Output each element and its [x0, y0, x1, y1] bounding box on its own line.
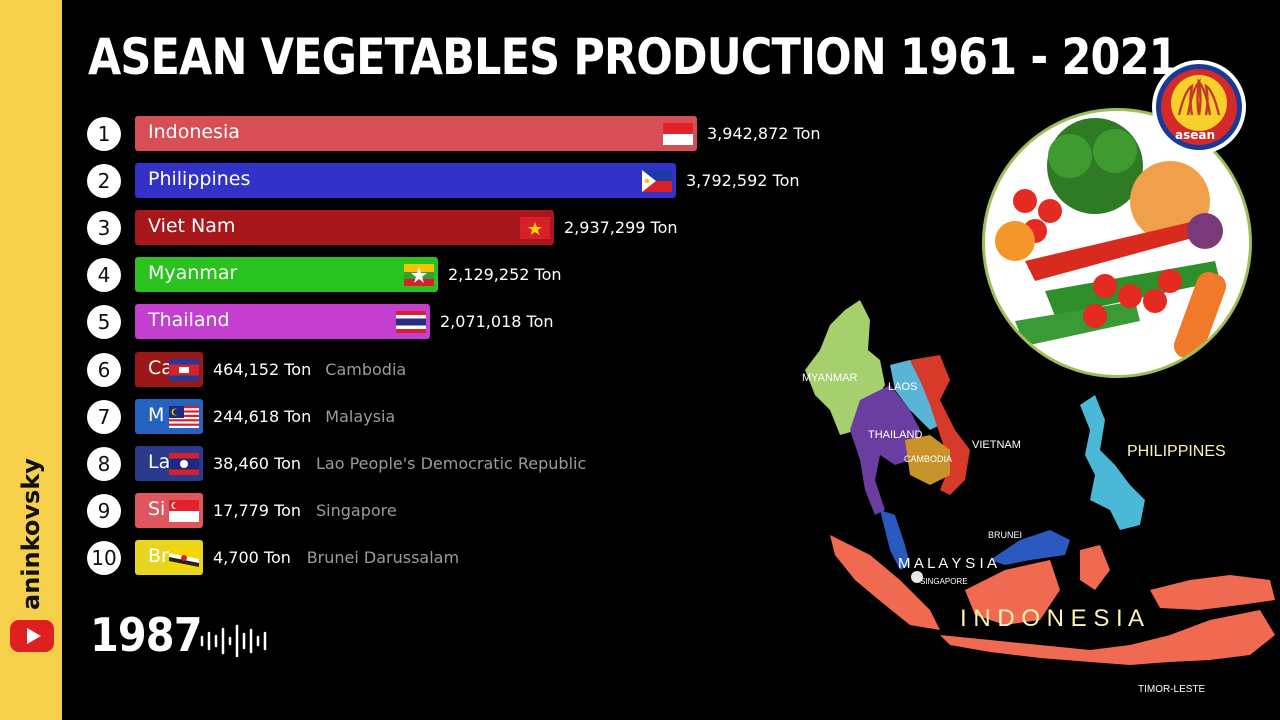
vegetables-photo-icon — [982, 108, 1252, 378]
bar-row: 9 Si 17,779 Ton Singapore — [0, 492, 820, 529]
map-label-myanmar: MYANMAR — [802, 372, 857, 384]
bar: La — [135, 445, 203, 481]
value-label: 3,792,592 Ton — [686, 171, 800, 191]
bar-label: Philippines — [148, 168, 251, 191]
chart-title: ASEAN VEGETABLES PRODUCTION 1961 - 2021 — [88, 28, 1179, 86]
laos-flag-icon — [169, 452, 199, 475]
value-label: 38,460 Ton — [213, 453, 302, 473]
map-label-cambodia: CAMBODIA — [904, 454, 952, 464]
value-label: 464,152 Ton — [213, 359, 312, 379]
country-name: Lao People's Democratic Republic — [316, 453, 587, 473]
bar-row: 2 Philippines 3,792,592 Ton — [0, 163, 820, 199]
value-label: 2,129,252 Ton — [448, 265, 562, 285]
country-name: Brunei Darussalam — [306, 547, 460, 567]
bar-row: 1 Indonesia 3,942,872 Ton — [0, 116, 821, 152]
malaysia-east-shape — [990, 530, 1070, 565]
country-name: Cambodia — [325, 359, 407, 379]
singapore-flag-icon — [169, 499, 199, 522]
bar-row: 6 Ca 464,152 Ton Cambodia — [0, 351, 820, 388]
bar-label: La — [148, 450, 171, 473]
bar: Si — [135, 492, 203, 528]
rank-badge: 8 — [87, 446, 121, 481]
vietnam-flag-icon — [520, 217, 550, 240]
rank-badge: 4 — [87, 258, 121, 293]
youtube-play-icon[interactable] — [10, 620, 54, 652]
bar-label: Viet Nam — [148, 215, 236, 238]
bar-row: 8 La 38,460 Ton Lao People's Democratic Rep… — [0, 445, 820, 482]
thailand-flag-icon — [396, 311, 426, 334]
rank-badge: 6 — [87, 352, 121, 387]
bar-row: 5 Thailand 2,071,018 Ton — [0, 304, 820, 340]
asean-logo-label: asean — [1175, 128, 1216, 142]
bar-label: Br — [148, 544, 169, 567]
laos-shape — [890, 360, 940, 430]
rank-badge: 2 — [87, 164, 121, 199]
bar: Thailand — [135, 304, 430, 340]
country-name: Singapore — [316, 500, 397, 520]
rank-badge: 10 — [87, 540, 121, 575]
map-label-singapore: SINGAPORE — [920, 577, 968, 586]
bar: Viet Nam — [135, 210, 554, 246]
audio-wave-icon — [200, 624, 267, 658]
bar-label: Myanmar — [148, 262, 238, 285]
indonesia-shape — [830, 535, 1275, 665]
map-label-philippines: PHILIPPINES — [1127, 443, 1226, 460]
bar-row: 4 Myanmar 2,129,252 Ton — [0, 257, 820, 293]
philippines-flag-icon — [642, 170, 672, 193]
bar-label: Indonesia — [148, 121, 240, 143]
rank-badge: 3 — [87, 211, 121, 246]
value-label: 17,779 Ton — [213, 500, 302, 520]
value-label: 4,700 Ton — [213, 547, 291, 567]
map-label-timor: TIMOR-LESTE — [1138, 684, 1206, 695]
rank-badge: 7 — [87, 399, 121, 434]
map-label-thailand: THAILAND — [868, 429, 922, 441]
year-label: 1987 — [90, 608, 203, 662]
asean-logo-icon — [1152, 60, 1246, 154]
bar: Ca — [135, 351, 203, 387]
rank-badge: 1 — [87, 117, 121, 151]
singapore-dot — [911, 571, 923, 583]
bar-row: 7 M 244,618 Ton Malaysia — [0, 398, 820, 435]
bar: Philippines — [135, 163, 676, 199]
myanmar-flag-icon — [404, 264, 434, 287]
bar-label: Si — [148, 497, 166, 520]
brunei-flag-icon — [169, 546, 199, 569]
rank-badge: 9 — [87, 493, 121, 528]
bar: Myanmar — [135, 257, 438, 293]
bar-label: Thailand — [148, 309, 230, 332]
malaysia-west-shape — [880, 510, 910, 570]
thailand-shape — [850, 385, 920, 515]
map-label-indonesia: I N D O N E S I A — [960, 605, 1144, 632]
bar-row: 10 Br 4,700 Ton Brunei Darussalam — [0, 539, 820, 576]
indonesia-flag-icon — [663, 123, 693, 145]
value-label: 244,618 Ton — [213, 406, 312, 426]
country-name: Malaysia — [325, 406, 396, 426]
bar: M — [135, 398, 203, 434]
value-label: 3,942,872 Ton — [707, 124, 821, 143]
vietnam-shape — [910, 355, 970, 495]
map-label-malaysia: M A L A Y S I A — [898, 555, 997, 572]
map-label-brunei: BRUNEI — [988, 530, 1022, 540]
asean-map: MYANMAR LAOS THAILAND VIETNAM CAMBODIA P… — [802, 300, 1275, 695]
bar-label: Ca — [148, 356, 173, 379]
value-label: 2,937,299 Ton — [564, 218, 678, 238]
philippines-shape — [1080, 395, 1145, 530]
value-label: 2,071,018 Ton — [440, 312, 554, 332]
bar-label: M — [148, 403, 165, 426]
cambodia-shape — [905, 435, 950, 485]
rank-badge: 5 — [87, 305, 121, 340]
sidebar: aninkovsky — [0, 0, 62, 720]
malaysia-flag-icon — [169, 405, 199, 428]
bar: Br — [135, 539, 203, 575]
cambodia-flag-icon — [169, 358, 199, 381]
bar-row: 3 Viet Nam 2,937,299 Ton — [0, 210, 820, 246]
map-label-laos: LAOS — [888, 381, 917, 393]
bar: Indonesia — [135, 116, 697, 151]
map-label-vietnam: VIETNAM — [972, 439, 1021, 451]
